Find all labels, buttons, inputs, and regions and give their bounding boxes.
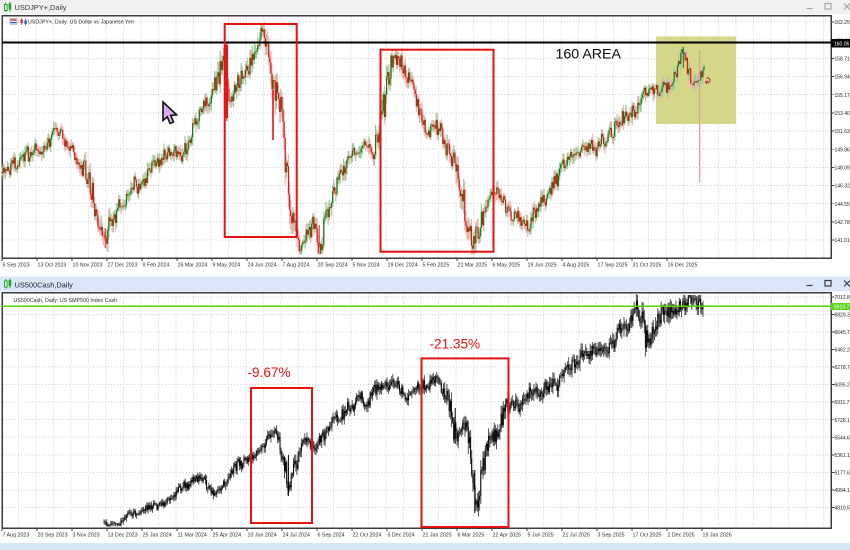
svg-text:19 Dec 2024: 19 Dec 2024	[388, 263, 418, 269]
svg-text:5911.7: 5911.7	[835, 400, 850, 406]
svg-text:17 Oct 2025: 17 Oct 2025	[633, 533, 662, 539]
svg-text:5361.1: 5361.1	[835, 453, 850, 459]
svg-text:10 Nov 2023: 10 Nov 2023	[73, 263, 103, 269]
svg-text:144.55: 144.55	[835, 202, 850, 208]
svg-text:US500Cash,Daily: US500Cash,Daily	[15, 280, 74, 289]
svg-text:25 Jan 2024: 25 Jan 2024	[143, 533, 172, 539]
svg-text:USDJPY+,Daily: USDJPY+,Daily	[15, 3, 67, 12]
svg-text:153.40: 153.40	[835, 111, 850, 117]
svg-text:10 Jun 2024: 10 Jun 2024	[248, 533, 277, 539]
svg-text:21 Jul 2025: 21 Jul 2025	[563, 533, 590, 539]
svg-text:27 Dec 2023: 27 Dec 2023	[108, 263, 138, 269]
svg-text:31 Oct 2025: 31 Oct 2025	[633, 263, 662, 269]
svg-text:4994.1: 4994.1	[835, 488, 850, 494]
svg-text:6829.3: 6829.3	[835, 313, 850, 319]
svg-text:24 Jun 2024: 24 Jun 2024	[248, 263, 277, 269]
svg-text:11 Mar 2024: 11 Mar 2024	[178, 533, 207, 539]
svg-text:6914.7: 6914.7	[834, 305, 850, 311]
svg-text:151.63: 151.63	[835, 129, 850, 135]
svg-text:25 Apr 2024: 25 Apr 2024	[213, 533, 242, 539]
svg-text:160 AREA: 160 AREA	[556, 47, 622, 63]
svg-text:19 Jan 2026: 19 Jan 2026	[703, 533, 732, 539]
svg-text:5544.6: 5544.6	[835, 435, 850, 441]
svg-text:146.32: 146.32	[835, 184, 850, 190]
svg-text:7012.8: 7012.8	[835, 295, 850, 301]
svg-text:5 Jun 2025: 5 Jun 2025	[528, 533, 554, 539]
svg-text:4810.5: 4810.5	[835, 506, 850, 512]
svg-text:148.09: 148.09	[835, 166, 850, 172]
svg-text:22 Apr 2025: 22 Apr 2025	[493, 533, 522, 539]
svg-text:20 Sep 2023: 20 Sep 2023	[38, 533, 68, 539]
svg-text:-21.35%: -21.35%	[430, 337, 481, 352]
svg-text:2 Dec 2025: 2 Dec 2025	[668, 533, 695, 539]
svg-text:7 Aug 2024: 7 Aug 2024	[283, 263, 310, 269]
svg-text:155.17: 155.17	[835, 93, 850, 99]
svg-text:20 Sep 2024: 20 Sep 2024	[318, 263, 348, 269]
svg-text:156.94: 156.94	[835, 75, 850, 81]
svg-text:16 Dec 2025: 16 Dec 2025	[668, 263, 698, 269]
svg-text:158.71: 158.71	[835, 56, 850, 62]
svg-text:26 Mar 2024: 26 Mar 2024	[178, 263, 208, 269]
svg-text:5177.6: 5177.6	[835, 470, 850, 476]
svg-text:22 Oct 2024: 22 Oct 2024	[353, 533, 382, 539]
svg-text:5728.1: 5728.1	[835, 418, 850, 424]
svg-text:6278.7: 6278.7	[835, 365, 850, 371]
svg-text:160.06: 160.06	[834, 41, 850, 47]
svg-text:141.01: 141.01	[835, 238, 850, 244]
svg-text:5 Feb 2025: 5 Feb 2025	[423, 263, 450, 269]
svg-text:6 Sep 2024: 6 Sep 2024	[318, 533, 345, 539]
svg-text:6 Mar 2025: 6 Mar 2025	[458, 533, 485, 539]
svg-text:6645.7: 6645.7	[835, 330, 850, 336]
svg-text:5 Sep 2023: 5 Sep 2023	[3, 263, 30, 269]
svg-text:24 Jul 2024: 24 Jul 2024	[283, 533, 310, 539]
svg-text:6095.2: 6095.2	[835, 383, 850, 389]
svg-text:5 Nov 2024: 5 Nov 2024	[353, 263, 380, 269]
svg-text:149.86: 149.86	[835, 147, 850, 153]
svg-text:9 May 2024: 9 May 2024	[213, 263, 241, 269]
svg-text:9 Feb 2024: 9 Feb 2024	[143, 263, 170, 269]
svg-text:USDJPY+, Daily: US Dollar vs J: USDJPY+, Daily: US Dollar vs Japanese Ye…	[28, 20, 134, 26]
svg-text:19 Jun 2025: 19 Jun 2025	[528, 263, 557, 269]
svg-text:13 Dec 2023: 13 Dec 2023	[108, 533, 138, 539]
svg-text:13 Oct 2023: 13 Oct 2023	[38, 263, 67, 269]
svg-text:4 Aug 2025: 4 Aug 2025	[563, 263, 590, 269]
svg-text:21 Jan 2025: 21 Jan 2025	[423, 533, 452, 539]
svg-text:162.25: 162.25	[835, 20, 850, 26]
svg-text:142.78: 142.78	[835, 220, 850, 226]
svg-text:5 Dec 2024: 5 Dec 2024	[388, 533, 415, 539]
svg-text:21 Mar 2025: 21 Mar 2025	[458, 263, 488, 269]
svg-text:3 Nov 2023: 3 Nov 2023	[73, 533, 100, 539]
svg-text:-9.67%: -9.67%	[248, 365, 291, 380]
svg-text:US500Cash, Daily: US SMP500 In: US500Cash, Daily: US SMP500 Index Cash	[14, 298, 118, 304]
svg-text:6 May 2025: 6 May 2025	[493, 263, 521, 269]
svg-text:17 Sep 2025: 17 Sep 2025	[598, 263, 628, 269]
svg-text:6462.2: 6462.2	[835, 348, 850, 354]
svg-text:3 Sep 2025: 3 Sep 2025	[598, 533, 625, 539]
svg-text:7 Aug 2023: 7 Aug 2023	[3, 533, 30, 539]
